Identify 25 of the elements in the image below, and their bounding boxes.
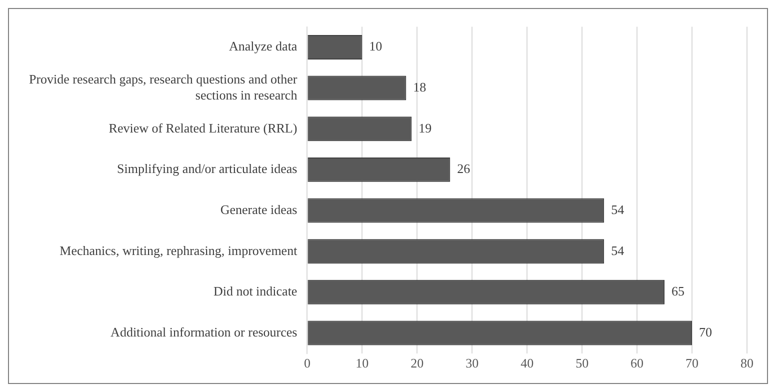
- data-label: 70: [699, 324, 712, 340]
- x-tick-label: 60: [630, 356, 644, 371]
- x-tick-label: 50: [576, 356, 589, 371]
- x-tick-label: 80: [740, 356, 754, 371]
- data-label: 19: [418, 120, 432, 136]
- x-tick-label: 30: [466, 356, 479, 371]
- y-tick-label: Analyze data: [228, 38, 298, 54]
- y-tick-label: Mechanics, writing, rephrasing, improvement: [60, 242, 298, 258]
- data-label: 26: [457, 161, 471, 176]
- y-tick-label: Review of Related Literature (RRL): [108, 120, 298, 136]
- data-label: 10: [369, 38, 382, 54]
- x-tick-label: 20: [410, 356, 424, 371]
- y-tick-label: Did not indicate: [213, 284, 298, 299]
- x-tick-label: 0: [304, 356, 310, 371]
- y-tick-label: Simplifying and/or articulate ideas: [117, 161, 298, 176]
- x-tick-label: 70: [686, 356, 699, 371]
- y-tick-label: Generate ideas: [220, 202, 298, 217]
- x-tick-label: 40: [520, 356, 534, 371]
- data-label: 65: [672, 284, 685, 299]
- y-tick-label: Provide research gaps, research questions and other sections in research: [28, 72, 298, 102]
- y-tick-label: Additional information or resources: [110, 324, 298, 340]
- data-label: 54: [611, 242, 625, 258]
- x-tick-label: 10: [356, 356, 369, 371]
- data-label: 54: [611, 202, 625, 217]
- data-label: 18: [413, 79, 426, 94]
